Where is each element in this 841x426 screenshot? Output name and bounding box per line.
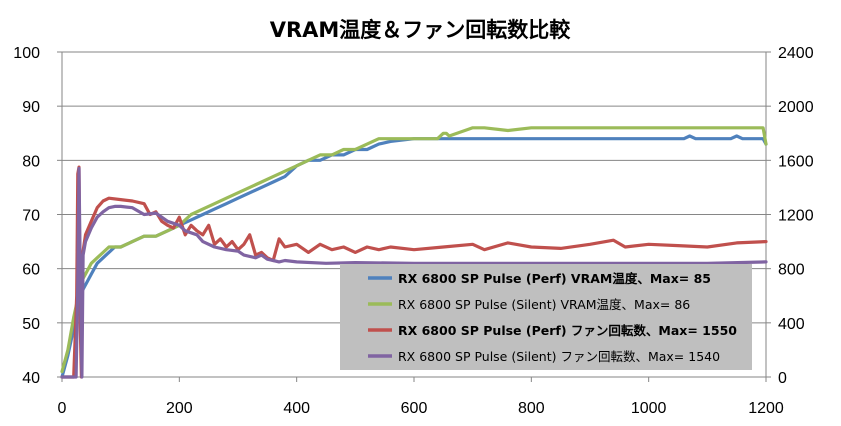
x-tick-label: 600	[401, 400, 428, 417]
y-tick-label-left: 60	[22, 262, 40, 279]
series-line-4	[60, 166, 768, 379]
y-tick-label-right: 1600	[778, 153, 814, 170]
y-tick-label-left: 90	[22, 99, 40, 116]
x-tick-label: 200	[166, 400, 193, 417]
y-tick-label-right: 1200	[778, 208, 814, 225]
x-tick-label: 1200	[748, 400, 784, 417]
y-tick-label-right: 0	[778, 370, 787, 387]
y-tick-label-right: 800	[778, 262, 805, 279]
y-tick-label-right: 2400	[778, 45, 814, 62]
legend-entry-label: RX 6800 SP Pulse (Perf) VRAM温度、Max= 85	[398, 271, 711, 286]
series-line-3	[60, 165, 768, 379]
y-tick-label-left: 40	[22, 370, 40, 387]
legend: RX 6800 SP Pulse (Perf) VRAM温度、Max= 85 RX…	[340, 264, 752, 370]
chart-title: VRAM温度＆ファン回転数比較	[270, 18, 572, 42]
legend-entry-label: RX 6800 SP Pulse (Perf) ファン回転数、Max= 1550	[398, 323, 737, 338]
y-tick-label-left: 50	[22, 316, 40, 333]
y-tick-label-left: 80	[22, 153, 40, 170]
series-line-2	[60, 126, 768, 374]
y-tick-label-left: 100	[13, 45, 40, 62]
x-tick-label: 400	[283, 400, 310, 417]
x-tick-label: 1000	[631, 400, 667, 417]
legend-entry-label: RX 6800 SP Pulse (Silent) ファン回転数、Max= 15…	[398, 349, 720, 364]
y-tick-label-right: 400	[778, 316, 805, 333]
x-tick-label: 0	[58, 400, 67, 417]
series-line-1	[60, 134, 768, 379]
legend-box	[340, 264, 752, 370]
y-tick-label-right: 2000	[778, 99, 814, 116]
legend-entry-label: RX 6800 SP Pulse (Silent) VRAM温度、Max= 86	[398, 297, 690, 312]
series-lines	[60, 126, 768, 379]
y-tick-label-left: 70	[22, 208, 40, 225]
x-tick-label: 800	[518, 400, 545, 417]
